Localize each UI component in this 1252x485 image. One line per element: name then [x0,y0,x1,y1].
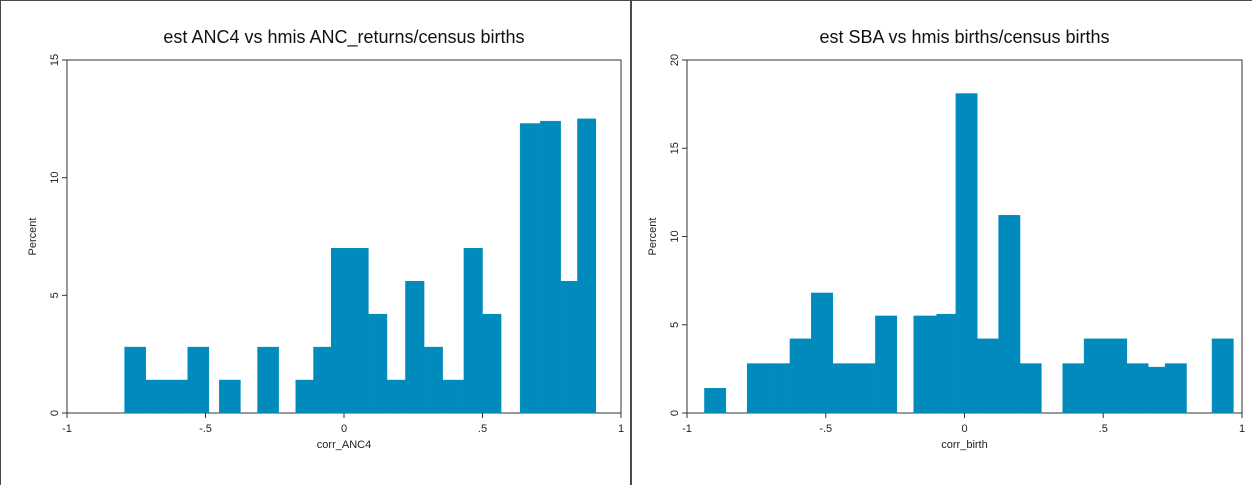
x-axis-label: corr_ANC4 [317,439,371,451]
histogram-bar [936,313,957,414]
histogram-bar [811,292,833,414]
histogram-bar [913,315,937,414]
x-axis-label: corr_birth [941,439,987,451]
histogram-bar [386,379,406,414]
frame-left-border [0,0,1,485]
histogram-bar [145,379,167,414]
histogram-bar [166,379,189,414]
histogram-bar [1019,363,1042,414]
histogram-bar [187,346,210,414]
x-tick-label: -.5 [199,423,212,435]
histogram-bar [768,363,791,414]
histogram-bar [560,280,578,414]
x-tick-label: -.5 [819,423,832,435]
chart-title: est SBA vs hmis births/census births [819,27,1109,47]
histogram-bar [540,120,561,414]
histogram-bar [257,346,279,414]
histogram-bar [853,363,876,414]
histogram-bar [482,313,502,414]
histogram-bar [1164,363,1187,414]
histogram-bar [295,379,314,414]
histogram-bar [124,346,146,414]
x-tick-label: 1 [1239,423,1245,435]
frame-top-border [0,0,1252,1]
histogram-bar [1062,363,1085,414]
chart-title: est ANC4 vs hmis ANC_returns/census birt… [163,27,524,48]
chart-panel-anc4: est ANC4 vs hmis ANC_returns/census birt… [27,27,624,451]
histogram-birth: est SBA vs hmis births/census births -1 -.… [647,27,1245,451]
histogram-bar [1083,338,1106,414]
histogram-bar [875,315,898,414]
y-tick-label: 0 [49,410,61,416]
y-tick-label: 5 [49,292,61,298]
y-axis-label: Percent [647,218,659,256]
chart-panel-birth: est SBA vs hmis births/census births -1 -.… [632,0,1252,485]
histogram-bar [423,346,443,414]
x-tick-label: .5 [478,423,487,435]
histogram-bar [368,313,388,414]
x-tick-label: -1 [62,423,72,435]
y-tick-label: 15 [49,54,61,66]
y-tick-label: 10 [669,230,681,242]
x-tick-label: 1 [618,423,624,435]
histogram-bar [442,379,465,414]
x-tick-label: 0 [961,423,967,435]
histogram-bar [955,93,978,414]
histogram-bar [577,118,597,414]
y-tick-label: 0 [669,410,681,416]
histogram-bar [1105,338,1128,414]
histogram-anc4: est ANC4 vs hmis ANC_returns/census birt… [27,27,624,451]
x-tick-label: -1 [682,423,692,435]
histogram-bar [1147,366,1166,414]
histogram-bar [746,363,769,414]
histogram-bar [789,338,812,414]
panel-divider [630,0,632,485]
y-axis-label: Percent [27,218,39,256]
y-tick-label: 15 [669,142,681,154]
histogram-bar [519,123,541,414]
histogram-bar [1211,338,1234,414]
y-tick-label: 20 [669,54,681,66]
histogram-bar [219,379,241,414]
histogram-bar [463,248,483,414]
histogram-bar [832,363,855,414]
histogram-bar [1126,363,1149,414]
histogram-bar [977,338,999,414]
x-tick-label: 0 [341,423,347,435]
histogram-bar [331,248,369,414]
histogram-bar [313,346,332,414]
y-tick-label: 5 [669,322,681,328]
y-tick-label: 10 [49,172,61,184]
histogram-bar [998,215,1021,414]
histogram-bar [405,280,425,414]
histogram-bar [704,388,727,414]
x-tick-label: .5 [1099,423,1108,435]
